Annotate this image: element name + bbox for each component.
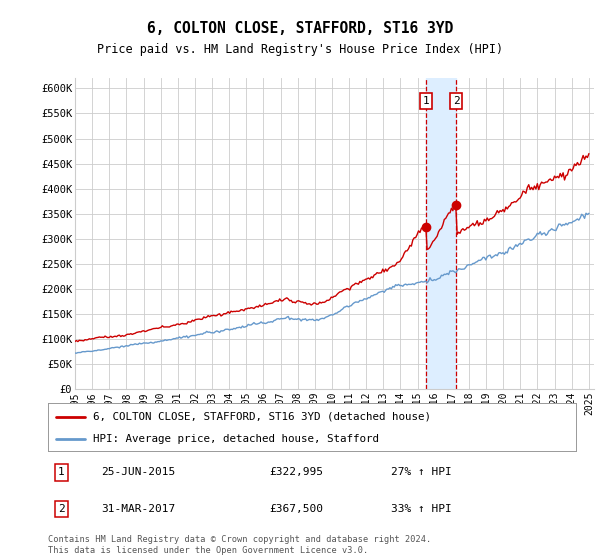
Text: 27% ↑ HPI: 27% ↑ HPI bbox=[391, 468, 452, 478]
Text: Price paid vs. HM Land Registry's House Price Index (HPI): Price paid vs. HM Land Registry's House … bbox=[97, 43, 503, 56]
Text: Contains HM Land Registry data © Crown copyright and database right 2024.: Contains HM Land Registry data © Crown c… bbox=[48, 534, 431, 544]
Text: £367,500: £367,500 bbox=[270, 504, 324, 514]
Text: 31-MAR-2017: 31-MAR-2017 bbox=[101, 504, 175, 514]
Text: HPI: Average price, detached house, Stafford: HPI: Average price, detached house, Staf… bbox=[93, 434, 379, 444]
Text: 2: 2 bbox=[58, 504, 65, 514]
Text: £322,995: £322,995 bbox=[270, 468, 324, 478]
Text: 2: 2 bbox=[453, 96, 460, 106]
Text: 6, COLTON CLOSE, STAFFORD, ST16 3YD (detached house): 6, COLTON CLOSE, STAFFORD, ST16 3YD (det… bbox=[93, 412, 431, 422]
Text: 1: 1 bbox=[422, 96, 429, 106]
Text: 25-JUN-2015: 25-JUN-2015 bbox=[101, 468, 175, 478]
Text: 33% ↑ HPI: 33% ↑ HPI bbox=[391, 504, 452, 514]
Text: 6, COLTON CLOSE, STAFFORD, ST16 3YD: 6, COLTON CLOSE, STAFFORD, ST16 3YD bbox=[147, 21, 453, 36]
Bar bbox=[426, 78, 456, 389]
Text: This data is licensed under the Open Government Licence v3.0.: This data is licensed under the Open Gov… bbox=[48, 547, 368, 556]
Text: 1: 1 bbox=[58, 468, 65, 478]
